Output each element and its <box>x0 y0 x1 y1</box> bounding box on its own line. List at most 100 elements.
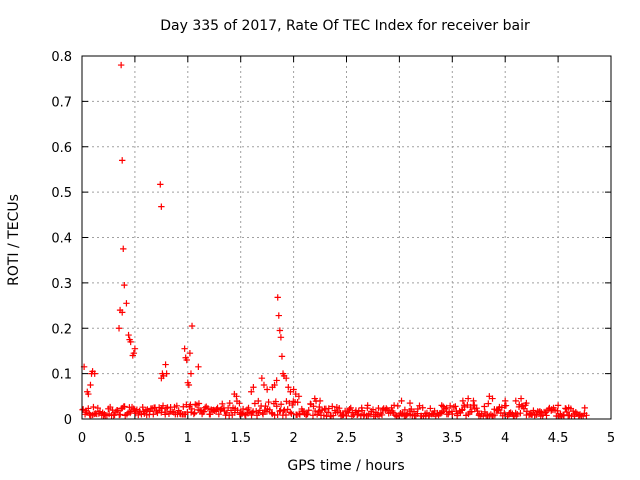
data-point <box>186 350 194 357</box>
data-point <box>459 397 467 405</box>
data-point <box>277 401 285 408</box>
data-point <box>401 406 409 414</box>
data-point <box>473 404 480 412</box>
y-tick-label: 0.5 <box>51 186 72 201</box>
data-point <box>334 408 341 416</box>
data-point <box>158 203 165 210</box>
data-point <box>514 410 521 418</box>
data-point <box>277 334 285 341</box>
data-point <box>114 407 121 414</box>
data-point <box>204 405 212 412</box>
data-point <box>121 403 128 410</box>
data-point <box>274 294 281 301</box>
data-point <box>183 356 190 364</box>
data-point <box>130 350 138 357</box>
data-point <box>282 411 290 419</box>
data-point <box>85 405 92 412</box>
data-point <box>316 397 324 405</box>
data-point <box>121 281 128 289</box>
data-point <box>207 411 214 418</box>
data-point <box>406 399 414 407</box>
grid <box>82 56 611 419</box>
y-tick-label: 0.3 <box>51 277 72 292</box>
data-point <box>340 411 347 419</box>
data-point <box>309 412 317 419</box>
data-point <box>90 403 97 411</box>
data-point <box>502 397 509 405</box>
data-point <box>195 363 202 371</box>
data-point <box>263 386 271 393</box>
chart-title: Day 335 of 2017, Rate Of TEC Index for r… <box>160 18 530 34</box>
x-tick-label: 1 <box>184 431 192 446</box>
data-point <box>117 61 125 69</box>
data-point <box>175 407 182 414</box>
data-point <box>219 400 226 408</box>
data-point <box>438 402 445 409</box>
data-point <box>217 406 224 414</box>
data-point <box>181 345 188 352</box>
data-point <box>329 403 336 410</box>
data-point <box>311 395 318 402</box>
data-point <box>563 408 571 416</box>
data-point <box>358 407 366 414</box>
data-point <box>583 412 590 419</box>
data-point <box>554 407 561 415</box>
data-point <box>238 410 246 417</box>
data-point <box>364 402 371 409</box>
data-point <box>390 402 398 409</box>
data-point <box>336 404 343 412</box>
data-point <box>255 397 262 405</box>
data-point <box>173 402 181 409</box>
data-point <box>188 322 196 330</box>
data-point <box>117 411 124 418</box>
y-tick-label: 0 <box>64 413 72 428</box>
data-point <box>305 407 312 414</box>
data-point <box>195 400 203 407</box>
data-point <box>83 409 90 416</box>
data-point <box>248 409 256 416</box>
data-point <box>485 400 492 407</box>
x-tick-label: 5 <box>607 431 615 446</box>
y-axis-title: ROTI / TECUs <box>6 194 22 286</box>
x-axis-title: GPS time / hours <box>287 458 404 474</box>
data-point <box>187 370 195 377</box>
data-point <box>581 404 588 412</box>
data-point <box>295 410 303 417</box>
data-point <box>150 411 157 418</box>
data-point <box>275 312 282 319</box>
x-tick-label: 0.5 <box>125 431 146 446</box>
data-point <box>131 345 139 352</box>
data-point <box>289 401 296 409</box>
data-point <box>190 410 198 418</box>
y-tick-label: 0.2 <box>51 322 72 337</box>
data-point <box>398 397 405 405</box>
data-point <box>489 395 496 402</box>
data-point <box>162 411 169 418</box>
data-point <box>258 374 266 382</box>
data-point <box>579 412 587 420</box>
data-point <box>285 384 292 391</box>
data-point <box>369 406 377 413</box>
x-tick-label: 0 <box>78 431 86 446</box>
data-point <box>236 400 243 407</box>
data-point <box>163 370 170 377</box>
data-point <box>234 407 241 414</box>
data-point <box>449 410 456 418</box>
data-point <box>288 410 295 417</box>
data-point <box>142 407 150 414</box>
data-point <box>273 403 280 410</box>
data-point <box>278 353 286 360</box>
data-point <box>347 404 354 412</box>
data-point <box>523 399 530 407</box>
data-point <box>126 409 134 417</box>
data-point <box>260 381 268 389</box>
data-point <box>295 393 303 400</box>
data-point <box>127 408 135 415</box>
data-point <box>464 395 472 402</box>
data-point <box>512 397 519 405</box>
data-point <box>139 403 146 411</box>
data-point <box>290 386 297 393</box>
data-point <box>215 410 223 418</box>
x-tick-label: 2 <box>289 431 297 446</box>
data-point <box>416 402 423 409</box>
